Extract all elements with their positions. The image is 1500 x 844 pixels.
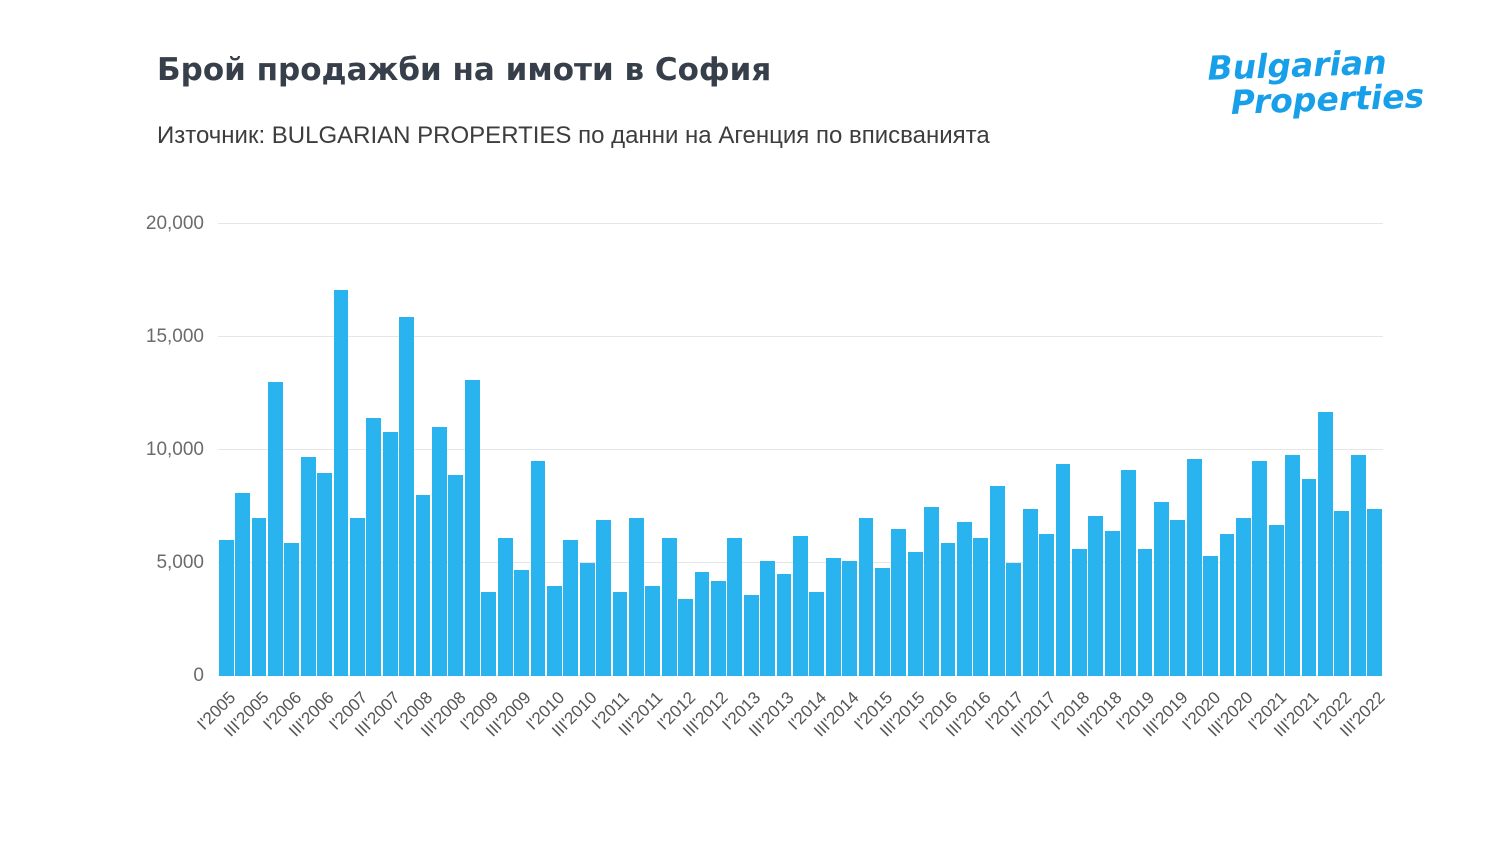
bar xyxy=(415,495,431,676)
bar xyxy=(1350,454,1366,676)
gridline xyxy=(218,449,1383,450)
bar xyxy=(579,563,595,676)
bar xyxy=(776,574,792,676)
x-axis-labels: I'2005 III'2005 I'2006 III'2006 I'2007 III'20… xyxy=(194,676,1388,766)
bar xyxy=(678,599,693,676)
bar xyxy=(1186,459,1202,676)
chart-title: Брой продажби на имоти в София xyxy=(157,52,772,88)
gridline xyxy=(218,223,1383,224)
bar xyxy=(546,585,562,676)
bar xyxy=(464,379,480,676)
bar xyxy=(858,517,874,676)
bar xyxy=(1318,411,1333,676)
bar xyxy=(333,289,349,676)
bar xyxy=(1367,508,1383,676)
bar xyxy=(514,569,529,676)
bar xyxy=(596,520,611,676)
bar xyxy=(940,542,956,676)
bar xyxy=(350,517,365,676)
bar xyxy=(694,572,710,676)
bar xyxy=(612,592,628,676)
bar xyxy=(1268,524,1284,676)
bar xyxy=(317,472,333,676)
bar xyxy=(530,461,546,676)
bar xyxy=(760,560,776,676)
bar xyxy=(710,581,726,676)
bar xyxy=(793,535,808,676)
bar xyxy=(268,382,283,676)
y-axis-tick-label: 15,000 xyxy=(145,326,204,347)
bar xyxy=(284,542,300,676)
bar xyxy=(1121,470,1136,676)
bar xyxy=(1219,533,1235,676)
y-axis-tick-label: 20,000 xyxy=(145,213,204,234)
bar xyxy=(1039,533,1054,676)
bar xyxy=(875,567,890,676)
gridline xyxy=(218,336,1383,337)
bar xyxy=(432,427,447,676)
bar xyxy=(481,592,497,676)
bar xyxy=(1055,463,1071,676)
bar xyxy=(218,540,234,676)
y-axis-tick-label: 0 xyxy=(193,665,204,686)
bar xyxy=(1104,531,1120,676)
bar xyxy=(300,456,316,676)
bar xyxy=(842,560,858,676)
bar xyxy=(1170,520,1186,676)
bar xyxy=(251,517,267,676)
bar xyxy=(1137,549,1153,676)
y-axis-tick-label: 5,000 xyxy=(156,552,204,573)
bar xyxy=(891,529,907,676)
bar xyxy=(661,538,677,676)
bar xyxy=(1071,549,1087,676)
chart-source-note: Източник: BULGARIAN PROPERTIES по данни … xyxy=(157,122,990,149)
bar xyxy=(497,538,513,676)
bulgarian-properties-logo: Bulgarian Properties xyxy=(1207,43,1425,122)
bar xyxy=(1022,508,1038,676)
bar xyxy=(1006,563,1022,676)
bar xyxy=(924,506,940,676)
bar xyxy=(907,551,923,676)
bar xyxy=(957,522,972,676)
bar xyxy=(1235,517,1251,676)
bar xyxy=(973,538,989,676)
bar xyxy=(1252,461,1268,676)
bar xyxy=(399,316,415,676)
bars-layer xyxy=(218,224,1383,676)
bar xyxy=(235,492,251,676)
bar xyxy=(382,431,398,676)
bar xyxy=(1301,479,1317,676)
bar xyxy=(645,585,661,676)
bar xyxy=(809,592,825,676)
bar xyxy=(1088,515,1104,676)
bar xyxy=(628,517,644,676)
plot-area: 0 5,000 10,000 15,000 20,000 I'2005 III'2005 I… xyxy=(146,213,1388,740)
bar xyxy=(727,538,743,676)
bar xyxy=(825,558,841,676)
bar xyxy=(989,486,1005,676)
logo-line2: Properties xyxy=(1229,76,1425,122)
bar xyxy=(366,418,382,676)
y-axis-tick-label: 10,000 xyxy=(145,439,204,460)
bar xyxy=(743,594,759,676)
bar xyxy=(1153,501,1169,676)
bar xyxy=(1203,556,1218,676)
bar xyxy=(563,540,579,676)
bar xyxy=(1285,454,1301,676)
bar xyxy=(448,474,464,676)
bar xyxy=(1334,511,1350,676)
